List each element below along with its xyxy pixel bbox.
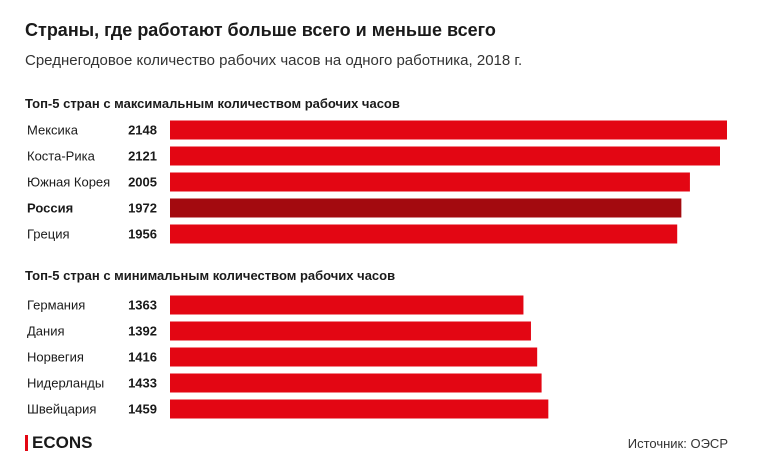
bar	[170, 120, 727, 140]
value-label: 1972	[128, 201, 157, 216]
bar	[170, 321, 531, 341]
bar	[170, 172, 690, 192]
category-label: Мексика	[27, 123, 79, 138]
brand-accent-bar	[25, 435, 28, 451]
category-label: Германия	[27, 298, 85, 313]
category-label: Южная Корея	[27, 175, 110, 190]
bar	[170, 347, 538, 367]
source-note: Источник: ОЭСР	[627, 436, 728, 451]
value-label: 1392	[128, 324, 157, 339]
value-label: 1416	[128, 350, 157, 365]
value-label: 2148	[128, 123, 157, 138]
chart-subtitle: Среднегодовое количество рабочих часов н…	[25, 52, 523, 69]
category-label: Греция	[27, 227, 70, 242]
value-label: 1956	[128, 227, 157, 242]
bar	[170, 146, 720, 166]
section-title-min: Топ-5 стран с минимальным количеством ра…	[25, 268, 396, 283]
bar	[170, 295, 524, 315]
chart-title: Страны, где работают больше всего и мень…	[25, 20, 496, 40]
brand-name: ECONS	[32, 433, 93, 452]
value-label: 2121	[128, 149, 157, 164]
category-label: Нидерланды	[27, 376, 104, 391]
bar	[170, 198, 682, 218]
category-label: Россия	[27, 201, 73, 216]
bar	[170, 373, 542, 393]
bar	[170, 224, 678, 244]
value-label: 1363	[128, 298, 157, 313]
category-label: Коста-Рика	[27, 149, 96, 164]
category-label: Норвегия	[27, 350, 84, 365]
value-label: 2005	[128, 175, 157, 190]
bar	[170, 399, 549, 419]
category-label: Дания	[27, 324, 65, 339]
value-label: 1433	[128, 376, 157, 391]
value-label: 1459	[128, 402, 157, 417]
category-label: Швейцария	[27, 402, 96, 417]
brand-logo: ECONS	[25, 433, 92, 453]
section-title-max: Топ-5 стран с максимальным количеством р…	[25, 96, 400, 111]
